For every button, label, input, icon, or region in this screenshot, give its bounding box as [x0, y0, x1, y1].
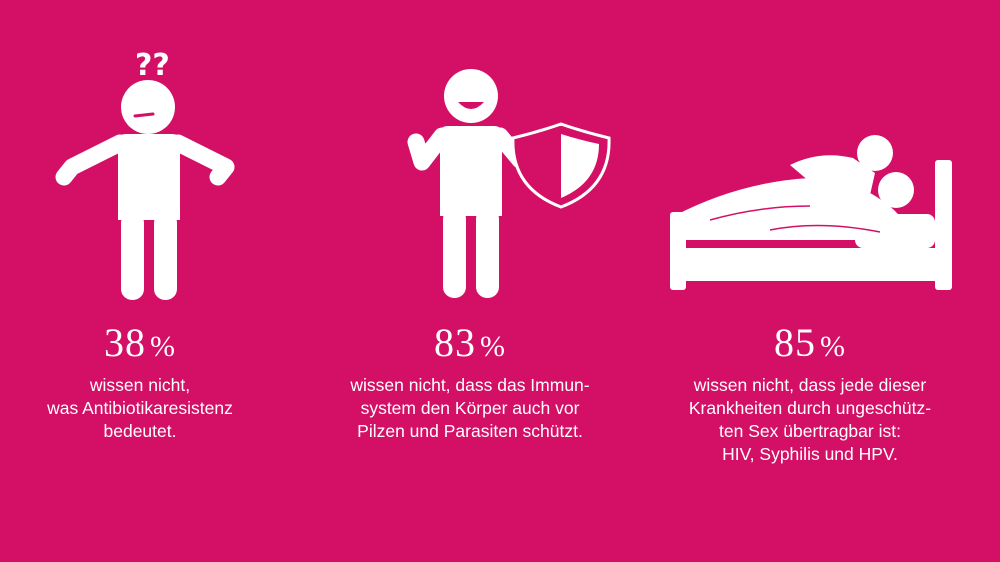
- description-line: HIV, Syphilis und HPV.: [722, 444, 898, 464]
- stat-percentage: 83%: [320, 318, 620, 372]
- description-line: system den Körper auch vor: [360, 398, 580, 418]
- stat-unit: %: [150, 330, 176, 363]
- stat-description: wissen nicht, dass jede dieser Krankheit…: [650, 374, 970, 466]
- stat-panel-std: 85% wissen nicht, dass jede dieser Krank…: [650, 0, 970, 562]
- description-line: Krankheiten durch ungeschütz-: [688, 398, 932, 418]
- stat-percentage: 85%: [650, 318, 970, 372]
- description-line: wissen nicht,: [89, 375, 191, 395]
- stat-unit: %: [480, 330, 506, 363]
- stat-value: 83: [434, 320, 476, 365]
- stat-panel-antibiotics: ?? 38% wissen nicht, was Antibiotikaresi…: [20, 0, 260, 562]
- description-line: Pilzen und Parasiten schützt.: [357, 421, 583, 441]
- description-line: bedeutet.: [103, 421, 177, 441]
- stat-description: wissen nicht, was Antibiotikaresistenz b…: [20, 374, 260, 443]
- description-line: wissen nicht, dass das Immun-: [350, 375, 590, 395]
- stat-value: 38: [104, 320, 146, 365]
- stat-description: wissen nicht, dass das Immun- system den…: [320, 374, 620, 443]
- couple-in-bed-icon: [670, 135, 952, 290]
- description-line: ten Sex übertragbar ist:: [719, 421, 901, 441]
- description-line: wissen nicht, dass jede dieser: [693, 375, 927, 395]
- person-with-shield-icon: [407, 69, 611, 298]
- stat-percentage: 38%: [20, 318, 260, 372]
- stat-value: 85: [774, 320, 816, 365]
- stat-unit: %: [820, 330, 846, 363]
- description-line: was Antibiotikaresistenz: [47, 398, 233, 418]
- shrugging-person-icon: ??: [55, 48, 235, 300]
- question-marks: ??: [135, 48, 170, 83]
- stat-panel-immune-system: 83% wissen nicht, dass das Immun- system…: [320, 0, 620, 562]
